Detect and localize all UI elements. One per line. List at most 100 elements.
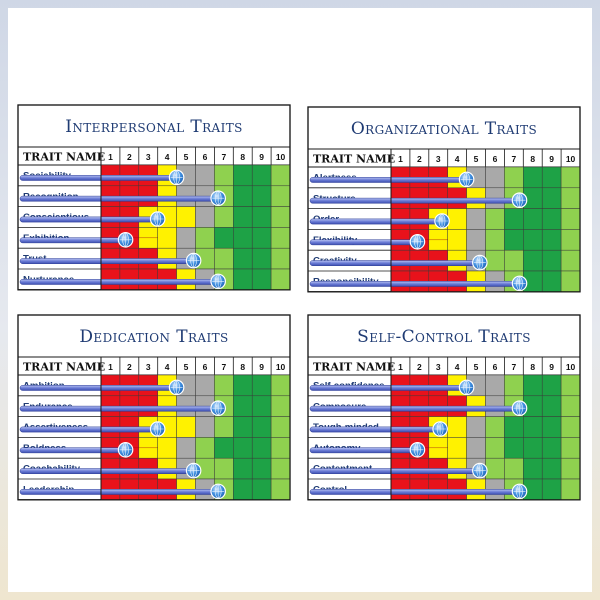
knob-meridian xyxy=(436,422,444,436)
knob-meridian xyxy=(214,191,222,205)
score-cell xyxy=(560,478,581,501)
score-cell xyxy=(214,227,234,249)
scale-label: 6 xyxy=(493,154,498,164)
panel-frame-outline xyxy=(17,314,291,501)
scale-label: 5 xyxy=(184,152,189,162)
score-cell xyxy=(560,395,581,417)
scale-label: 7 xyxy=(511,154,516,164)
trait-panel: Self-Control Traits TRAIT NAME 1 2 3 4 5 6 7 8 9 10… xyxy=(307,314,581,501)
score-cell xyxy=(233,227,253,249)
score-cell xyxy=(523,229,543,251)
scale-label: 8 xyxy=(530,362,535,372)
chart-canvas: Interpersonal Traits TRAIT NAME 1 2 3 4 5 6 7 8 9 1… xyxy=(8,8,592,592)
score-bar xyxy=(19,195,219,202)
scale-label: 1 xyxy=(108,152,113,162)
scale-label: 4 xyxy=(455,362,460,372)
score-cell xyxy=(270,247,291,270)
score-cell xyxy=(466,229,486,251)
score-cell xyxy=(251,185,272,207)
score-cell xyxy=(214,416,234,438)
score-cell xyxy=(560,208,581,230)
score-cell xyxy=(560,437,581,459)
panel-title: Dedication Traits xyxy=(79,327,228,347)
score-cell xyxy=(214,206,234,228)
scale-label: 6 xyxy=(493,362,498,372)
score-cell xyxy=(560,249,581,272)
knob-meridian xyxy=(214,274,222,289)
score-cell xyxy=(233,206,253,228)
knob-meridian xyxy=(516,484,523,499)
scale-label: 5 xyxy=(474,362,479,372)
score-cell xyxy=(504,166,524,189)
score-cell xyxy=(251,478,272,501)
scale-label: 1 xyxy=(398,362,403,372)
score-cell xyxy=(270,206,291,228)
panel-title: Organizational Traits xyxy=(351,119,537,139)
score-cell xyxy=(251,268,272,291)
panel-frame-outline xyxy=(17,104,291,291)
scale-label: 1 xyxy=(398,154,403,164)
knob-grid xyxy=(513,276,526,290)
scale-label: 9 xyxy=(549,154,554,164)
knob-grid xyxy=(151,422,164,436)
score-cell xyxy=(233,416,253,438)
score-cell xyxy=(195,206,215,228)
scale-label: 8 xyxy=(530,154,535,164)
knob-grid xyxy=(460,380,473,394)
score-bar xyxy=(19,405,219,412)
score-cell xyxy=(251,457,272,480)
scale-label: 7 xyxy=(511,362,516,372)
trait-panel: Interpersonal Traits TRAIT NAME 1 2 3 4 5 6 7 8 9 1… xyxy=(17,104,291,291)
score-cell xyxy=(541,437,562,459)
scale-label: 9 xyxy=(549,362,554,372)
score-cell xyxy=(523,437,543,459)
knob-meridian xyxy=(516,193,523,207)
score-cell xyxy=(541,187,562,209)
score-cell xyxy=(447,416,467,438)
score-bar xyxy=(309,197,520,204)
knob-grid xyxy=(473,256,486,270)
score-cell xyxy=(560,416,581,438)
knob-meridian xyxy=(463,172,470,187)
scale-label: 5 xyxy=(474,154,479,164)
score-cell xyxy=(233,395,253,417)
knob-grid xyxy=(436,214,449,228)
score-cell xyxy=(251,247,272,270)
score-cell xyxy=(233,478,253,501)
scale-label: 2 xyxy=(417,362,422,372)
score-cell xyxy=(195,164,215,187)
score-bar xyxy=(309,426,441,433)
scale-label: 2 xyxy=(417,154,422,164)
score-cell xyxy=(157,437,177,459)
scale-label: 10 xyxy=(566,154,576,164)
scale-label: 7 xyxy=(221,362,226,372)
score-cell xyxy=(447,437,467,459)
score-cell xyxy=(504,437,524,459)
score-cell xyxy=(270,416,291,438)
score-bar xyxy=(19,385,177,391)
score-bar xyxy=(19,279,219,285)
knob-meridian xyxy=(173,380,180,395)
score-bar xyxy=(309,489,520,495)
score-cell xyxy=(214,164,234,187)
score-cell xyxy=(447,229,467,251)
scale-label: 4 xyxy=(165,152,170,162)
score-cell xyxy=(523,457,543,480)
knob-grid xyxy=(187,464,200,478)
score-cell xyxy=(485,374,505,397)
score-cell xyxy=(270,437,291,459)
scale-label: 6 xyxy=(203,362,208,372)
knob-meridian xyxy=(190,463,197,478)
score-cell xyxy=(485,166,505,189)
score-bar xyxy=(19,489,219,495)
score-cell xyxy=(504,229,524,251)
knob-grid xyxy=(212,401,225,415)
score-cell xyxy=(523,374,543,397)
knob-grid xyxy=(212,484,225,498)
score-cell xyxy=(195,437,215,459)
knob-meridian xyxy=(414,442,421,457)
score-cell xyxy=(485,457,505,480)
scale-label: 3 xyxy=(146,362,151,372)
score-bar xyxy=(309,218,443,225)
